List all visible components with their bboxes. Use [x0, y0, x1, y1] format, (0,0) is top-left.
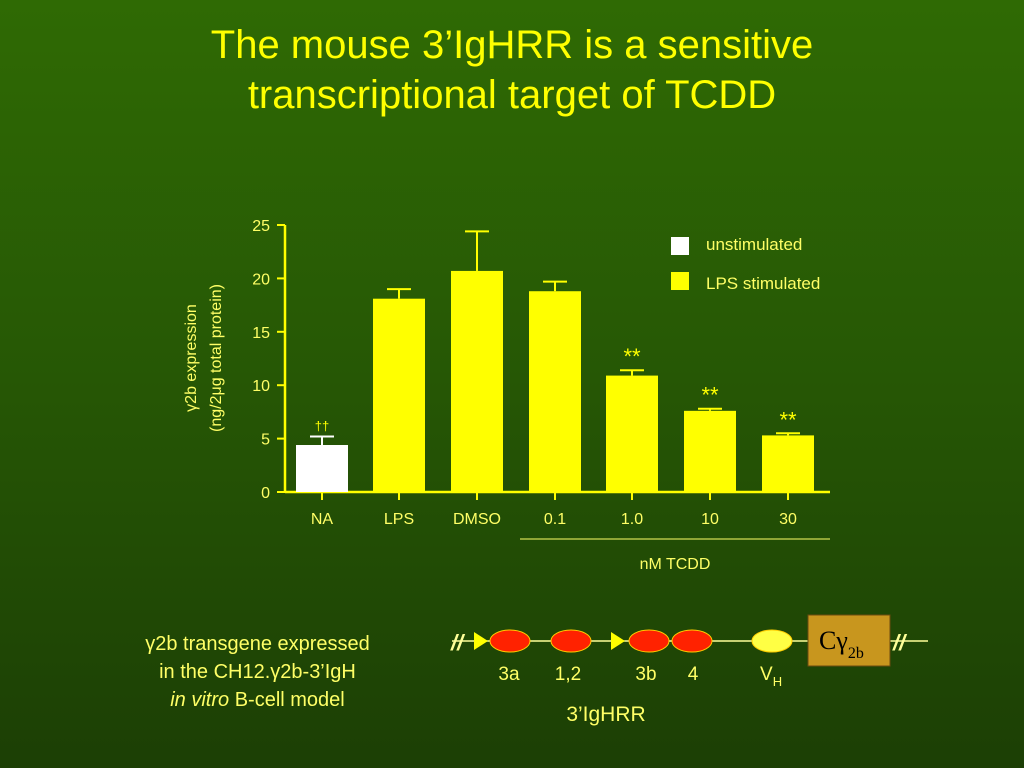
- y-axis-label-line-1: γ2b expression: [183, 304, 200, 412]
- slide-title: The mouse 3’IgHRR is a sensitive transcr…: [0, 20, 1024, 120]
- significance-label: ††: [315, 418, 329, 433]
- bar: [529, 291, 581, 492]
- bar: [373, 298, 425, 492]
- y-tick-label: 10: [252, 378, 270, 395]
- caption-italic: in vitro: [170, 689, 230, 711]
- caption-line-1: γ2b transgene expressed: [145, 633, 370, 655]
- chart-axes: 0 5 10 15 20 25 NA LPS DMSO 0.1 1.0 10 30: [252, 218, 830, 528]
- bar: [606, 375, 658, 492]
- x-tick-label: 0.1: [544, 511, 566, 528]
- x-tick-label: 10: [701, 511, 719, 528]
- caption-rest: B-cell model: [229, 689, 345, 711]
- y-tick-label: 5: [261, 432, 270, 449]
- y-axis-label-line-2: (ng/2μg total protein): [208, 284, 225, 432]
- legend-label-unstimulated: unstimulated: [706, 235, 802, 254]
- y-tick-label: 15: [252, 325, 270, 342]
- title-line-1: The mouse 3’IgHRR is a sensitive: [210, 23, 814, 67]
- title-line-2: transcriptional target of TCDD: [247, 73, 777, 117]
- legend-label-lps: LPS stimulated: [706, 274, 820, 293]
- caption-line-2: in the CH12.γ2b-3’IgH: [159, 661, 356, 683]
- x-tick-label: DMSO: [453, 511, 501, 528]
- y-tick-label: 0: [261, 485, 270, 502]
- chart-bars: †† ** ** **: [296, 230, 814, 492]
- significance-label: **: [779, 407, 797, 432]
- x-tick-label: NA: [311, 511, 334, 528]
- chart-legend: unstimulated LPS stimulated: [671, 235, 820, 293]
- x-tick-label: 30: [779, 511, 797, 528]
- significance-label: **: [701, 383, 719, 408]
- tcdd-group-label: nM TCDD: [640, 556, 711, 573]
- bar: [296, 445, 348, 492]
- x-tick-label: 1.0: [621, 511, 643, 528]
- model-caption: γ2b transgene expressed in the CH12.γ2b-…: [90, 630, 425, 714]
- bar: [762, 435, 814, 492]
- legend-swatch-lps: [671, 272, 689, 290]
- bar: [684, 410, 736, 492]
- significance-label: **: [623, 344, 641, 369]
- legend-swatch-unstimulated: [671, 237, 689, 255]
- x-tick-label: LPS: [384, 511, 414, 528]
- bar: [451, 270, 503, 492]
- caption-line-3: in vitro B-cell model: [90, 686, 425, 714]
- y-tick-label: 25: [252, 218, 270, 235]
- y-tick-label: 20: [252, 271, 270, 288]
